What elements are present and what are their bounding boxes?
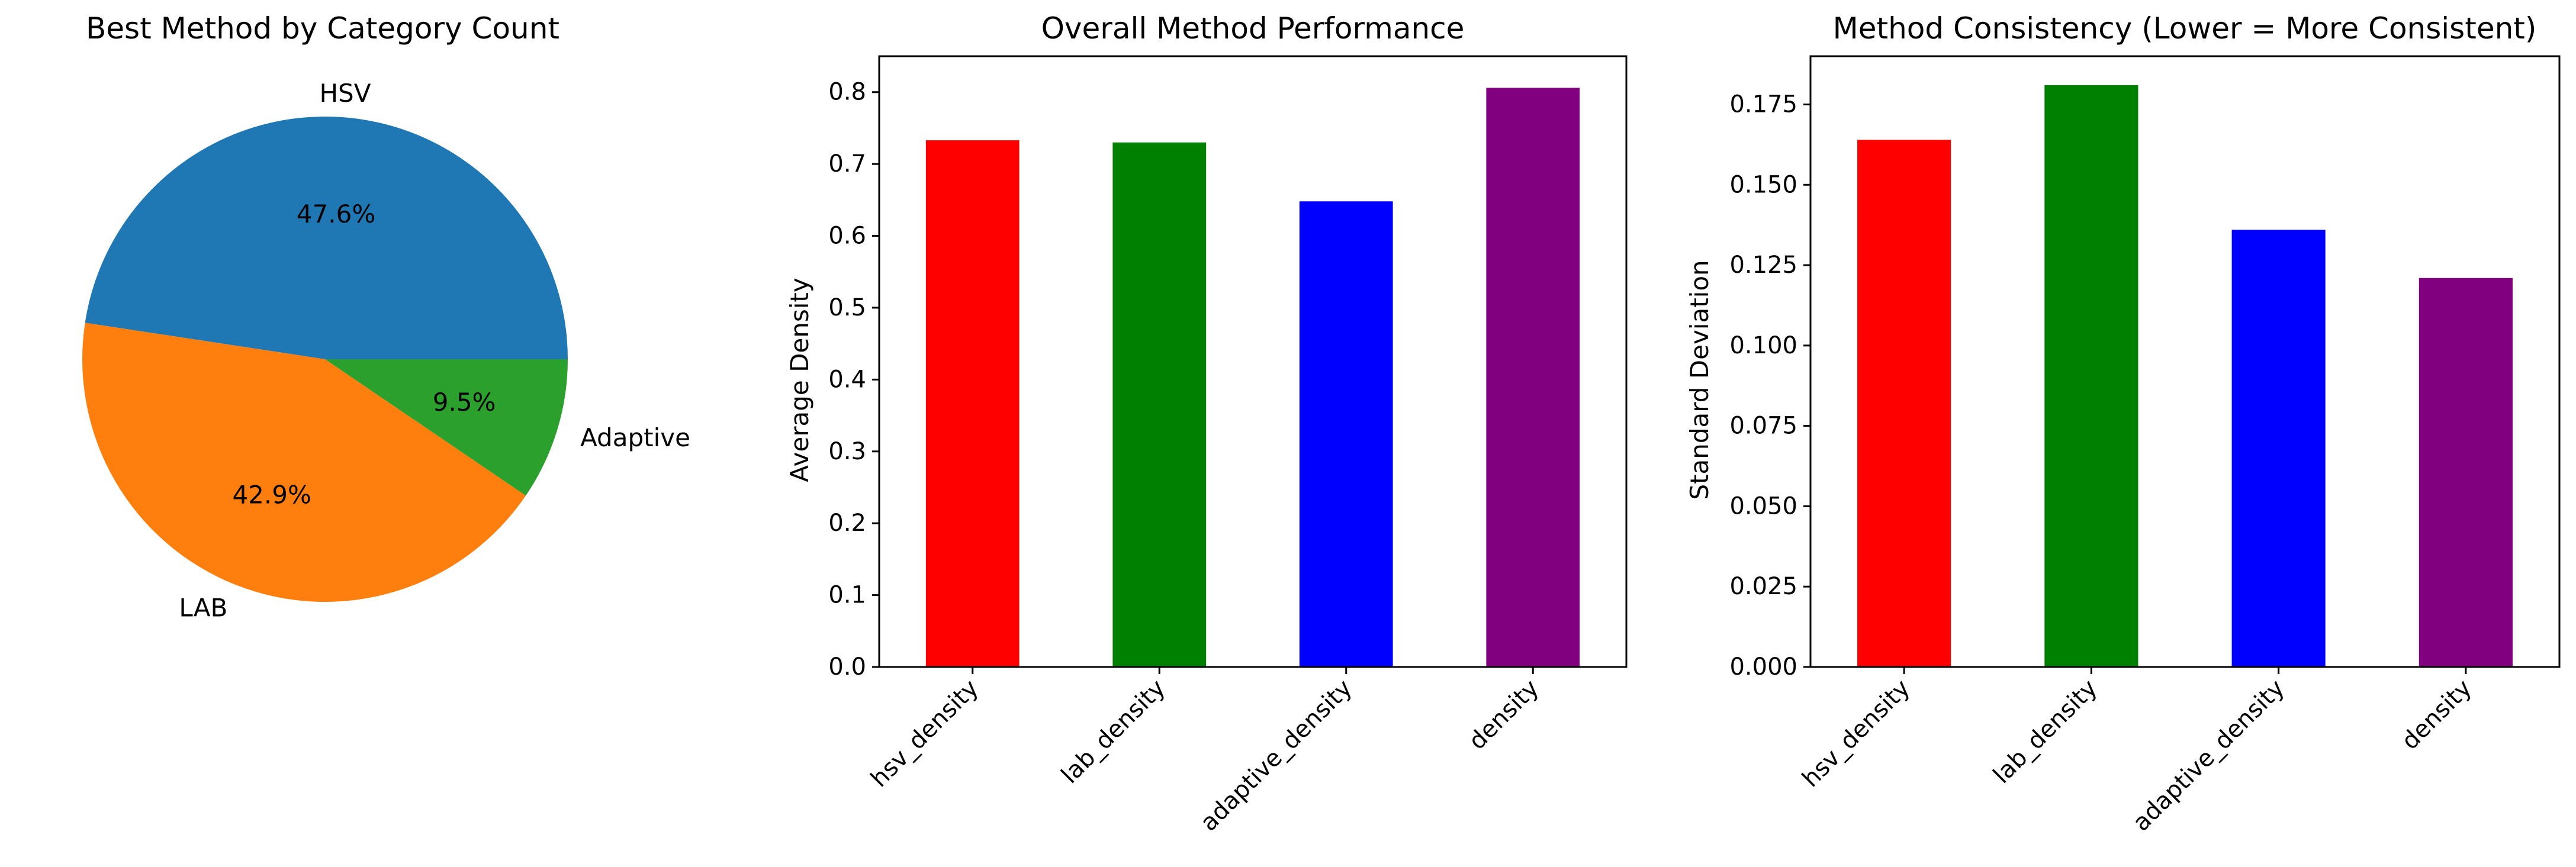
- performance-y-tick-label: 0.8: [828, 79, 866, 106]
- pie-percent-label: 47.6%: [297, 199, 375, 228]
- consistency-y-axis-label: Standard Deviation: [1685, 260, 1714, 499]
- pie-slice-lab: [82, 323, 526, 602]
- performance-y-tick-label: 0.4: [828, 366, 866, 393]
- performance-y-axis-label: Average Density: [785, 278, 814, 482]
- performance-bar-hsv-density: [925, 140, 1020, 667]
- consistency-x-tick-label: adaptive_density: [2128, 675, 2290, 837]
- consistency-y-tick-label: 0.000: [1729, 653, 1797, 681]
- performance-y-tick-label: 0.7: [828, 150, 866, 178]
- performance-x-tick-label: density: [1464, 675, 1544, 755]
- consistency-y-tick-label: 0.125: [1729, 252, 1797, 279]
- consistency-x-tick-label: hsv_density: [1797, 675, 1915, 793]
- consistency-chart-title: Method Consistency (Lower = More Consist…: [1833, 11, 2537, 46]
- consistency-y-tick-label: 0.075: [1729, 412, 1797, 440]
- performance-x-tick-label: adaptive_density: [1195, 675, 1358, 837]
- performance-y-tick-label: 0.2: [828, 510, 866, 537]
- consistency-bar-hsv-density: [1857, 140, 1951, 667]
- pie-category-label: Adaptive: [580, 423, 690, 452]
- pie-slice-hsv: [85, 117, 568, 360]
- performance-y-tick-label: 0.6: [828, 223, 866, 250]
- consistency-y-tick-label: 0.025: [1729, 573, 1797, 600]
- consistency-axes-frame: [1809, 55, 2561, 668]
- consistency-x-tick-label: density: [2397, 675, 2477, 755]
- performance-bar-chart-panel: Overall Method Performance Average Densi…: [785, 11, 1628, 837]
- pie-slices: [82, 117, 568, 602]
- pie-category-label: HSV: [319, 79, 371, 108]
- performance-y-tick-label: 0.1: [828, 582, 866, 609]
- pie-chart-panel: Best Method by Category Count 47.6% HSV 42…: [82, 11, 690, 622]
- pie-category-label: LAB: [179, 593, 227, 622]
- pie-chart-title: Best Method by Category Count: [86, 11, 559, 46]
- performance-bars: 0.0 0.1 0.2 0.3 0.4 0.5 0.6 0.7 0.8 hsv_density la…: [828, 79, 1580, 837]
- pie-labels: 47.6% HSV 42.9% LAB 9.5% Adaptive: [179, 79, 690, 623]
- performance-chart-title: Overall Method Performance: [1041, 11, 1465, 46]
- consistency-x-tick-label: lab_density: [1988, 675, 2103, 789]
- performance-x-tick-label: lab_density: [1056, 675, 1171, 789]
- performance-y-tick-label: 0.3: [828, 438, 866, 465]
- consistency-y-tick-label: 0.175: [1729, 91, 1797, 118]
- pie-percent-label: 42.9%: [232, 481, 311, 510]
- consistency-y-tick-label: 0.150: [1729, 171, 1797, 198]
- performance-y-tick-label: 0.5: [828, 294, 866, 321]
- consistency-bar-adaptive-density: [2231, 230, 2326, 667]
- performance-bar-density: [1486, 88, 1580, 668]
- consistency-y-tick-label: 0.050: [1729, 492, 1797, 520]
- performance-y-tick-label: 0.0: [828, 653, 866, 681]
- consistency-bars: 0.000 0.025 0.050 0.075 0.100 0.125 0.150 0.175…: [1729, 85, 2513, 837]
- consistency-bar-chart-panel: Method Consistency (Lower = More Consist…: [1685, 11, 2561, 837]
- consistency-bar-density: [2419, 278, 2513, 668]
- pie-percent-label: 9.5%: [433, 388, 496, 417]
- performance-axes-frame: [878, 55, 1628, 668]
- consistency-bar-lab-density: [2044, 85, 2138, 667]
- performance-bar-lab-density: [1112, 142, 1207, 668]
- performance-bar-adaptive-density: [1299, 201, 1393, 667]
- pie-slice-adaptive: [325, 359, 568, 496]
- consistency-y-tick-label: 0.100: [1729, 332, 1797, 359]
- performance-x-tick-label: hsv_density: [866, 675, 984, 793]
